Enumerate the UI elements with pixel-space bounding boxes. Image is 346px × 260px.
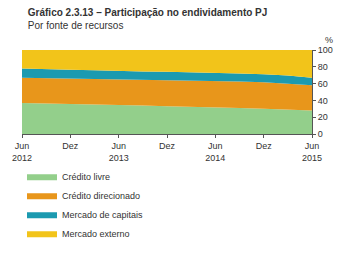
svg-text:Crédito livre: Crédito livre [62, 172, 110, 182]
svg-text:Gráfico 2.3.13 – Participação: Gráfico 2.3.13 – Participação no endivid… [28, 7, 268, 31]
svg-text:60: 60 [318, 79, 328, 89]
svg-text:20: 20 [318, 112, 328, 122]
svg-text:Crédito direcionado: Crédito direcionado [62, 191, 140, 201]
svg-text:Jun2012: Jun2012 [12, 141, 32, 163]
svg-text:100: 100 [318, 45, 333, 55]
svg-text:Mercado de capitais: Mercado de capitais [62, 210, 143, 220]
svg-text:Jun2014: Jun2014 [205, 141, 225, 163]
svg-text:Dez: Dez [256, 141, 273, 151]
svg-text:Jun2015: Jun2015 [302, 141, 322, 163]
svg-text:80: 80 [318, 62, 328, 72]
svg-text:%: % [325, 35, 333, 45]
svg-text:40: 40 [318, 96, 328, 106]
svg-text:0: 0 [318, 129, 323, 139]
svg-text:Jun2013: Jun2013 [109, 141, 129, 163]
svg-text:Dez: Dez [62, 141, 79, 151]
svg-text:Dez: Dez [159, 141, 176, 151]
svg-text:Mercado externo: Mercado externo [62, 229, 130, 239]
